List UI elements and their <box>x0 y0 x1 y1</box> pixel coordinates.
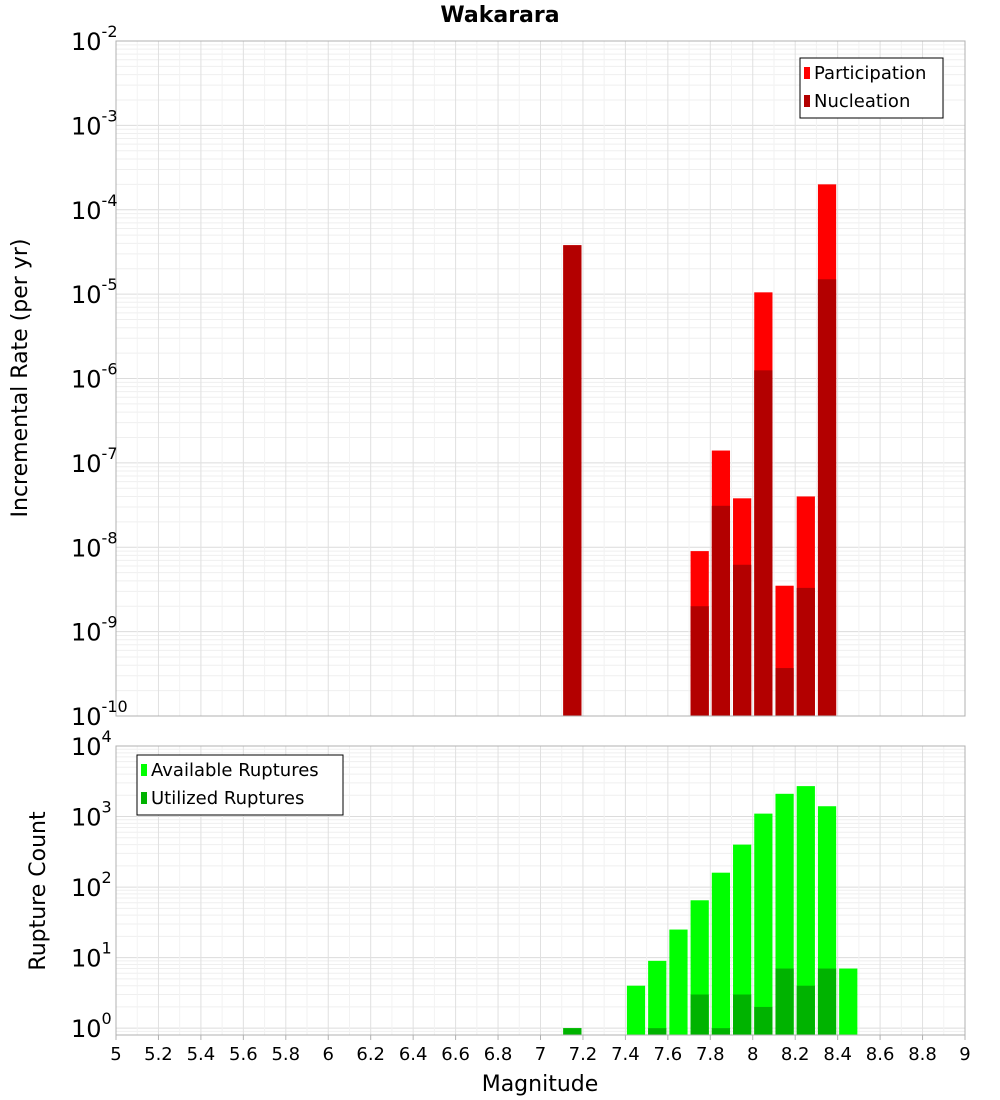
bottom-y-tick-label: 104 <box>71 727 112 761</box>
x-tick-label: 5.2 <box>144 1044 173 1065</box>
bottom-bar-available-ruptures <box>754 813 773 1035</box>
top-legend: Participation Nucleation <box>799 57 944 119</box>
x-tick-label: 5 <box>110 1044 121 1065</box>
top-y-tick-label: 10-10 <box>71 697 128 731</box>
y-axis-label-top: Incremental Rate (per yr) <box>8 239 33 518</box>
bottom-bar-available-ruptures <box>626 985 646 1035</box>
x-tick-label: 6.2 <box>356 1044 385 1065</box>
bottom-legend-label: Available Ruptures <box>151 760 319 781</box>
x-tick-label: 6.8 <box>484 1044 513 1065</box>
bottom-bar-utilized-ruptures <box>796 985 815 1035</box>
bottom-y-tick-label: 101 <box>71 939 112 973</box>
x-tick-label: 6.4 <box>399 1044 428 1065</box>
chart-title: Wakarara <box>440 3 559 28</box>
x-tick-label: 7.8 <box>696 1044 725 1065</box>
x-tick-label: 6.6 <box>441 1044 470 1065</box>
top-legend-swatch <box>804 95 810 107</box>
bottom-bar-utilized-ruptures <box>817 968 837 1035</box>
top-y-tick-label: 10-2 <box>71 22 118 56</box>
top-y-tick-label: 10-6 <box>71 360 118 394</box>
top-y-tick-label: 10-5 <box>71 275 118 309</box>
x-tick-label: 5.6 <box>229 1044 258 1065</box>
x-tick-label: 7.6 <box>654 1044 683 1065</box>
top-grid <box>115 40 966 717</box>
x-tick-label: 5.4 <box>187 1044 216 1065</box>
x-tick-label: 7.4 <box>611 1044 640 1065</box>
bottom-bar-utilized-ruptures <box>754 1006 773 1035</box>
top-legend-box <box>799 57 944 119</box>
top-bar-nucleation <box>796 587 815 716</box>
top-bar-nucleation <box>775 668 794 716</box>
bottom-bar-utilized-ruptures <box>775 968 794 1035</box>
top-legend-label: Participation <box>814 63 926 84</box>
bottom-y-tick-label: 100 <box>71 1009 112 1043</box>
bottom-legend-swatch <box>141 764 147 776</box>
top-bar-nucleation <box>690 606 709 716</box>
x-tick-label: 8 <box>747 1044 758 1065</box>
top-y-tick-label: 10-3 <box>71 106 118 140</box>
top-legend-swatch <box>804 67 810 79</box>
bottom-bar-utilized-ruptures <box>711 1028 731 1035</box>
x-tick-label: 7.2 <box>569 1044 598 1065</box>
top-y-tick-label: 10-8 <box>71 528 118 562</box>
bottom-bar-available-ruptures <box>648 960 667 1035</box>
top-legend-label: Nucleation <box>814 91 910 112</box>
bottom-bar-available-ruptures <box>669 929 688 1035</box>
bottom-bar-available-ruptures <box>839 968 858 1035</box>
bottom-legend-label: Utilized Ruptures <box>151 788 304 809</box>
bottom-legend-swatch <box>141 792 147 804</box>
bottom-bar-available-ruptures <box>733 844 752 1035</box>
top-y-tick-label: 10-9 <box>71 613 118 647</box>
top-bar-nucleation <box>711 505 731 716</box>
bottom-bar-utilized-ruptures <box>563 1028 582 1035</box>
x-tick-label: 8.8 <box>908 1044 937 1065</box>
x-tick-label: 5.8 <box>271 1044 300 1065</box>
y-axis-label-bottom: Rupture Count <box>26 811 51 971</box>
bottom-y-tick-label: 102 <box>71 868 112 902</box>
top-bar-nucleation <box>563 245 582 717</box>
x-axis-label: Magnitude <box>482 1072 599 1097</box>
top-y-tick-label: 10-7 <box>71 444 118 478</box>
bottom-legend-box <box>136 754 344 816</box>
bottom-y-tick-label: 103 <box>71 798 112 832</box>
x-tick-label: 7 <box>535 1044 546 1065</box>
bottom-bar-utilized-ruptures <box>690 994 709 1035</box>
top-plot-frame <box>115 40 966 717</box>
top-y-tick-label: 10-4 <box>71 191 118 225</box>
top-bar-nucleation <box>817 279 837 716</box>
x-tick-label: 8.6 <box>866 1044 895 1065</box>
x-tick-label: 6 <box>323 1044 334 1065</box>
top-bar-nucleation <box>733 564 752 716</box>
x-tick-label: 9 <box>959 1044 970 1065</box>
bottom-bar-utilized-ruptures <box>733 994 752 1035</box>
top-bar-nucleation <box>754 370 773 716</box>
bottom-bar-available-ruptures <box>711 872 731 1035</box>
x-tick-label: 8.4 <box>823 1044 852 1065</box>
bottom-bar-utilized-ruptures <box>648 1028 667 1035</box>
x-tick-label: 8.2 <box>781 1044 810 1065</box>
bottom-bar-available-ruptures <box>796 786 815 1035</box>
bottom-legend: Available Ruptures Utilized Ruptures <box>136 754 344 816</box>
